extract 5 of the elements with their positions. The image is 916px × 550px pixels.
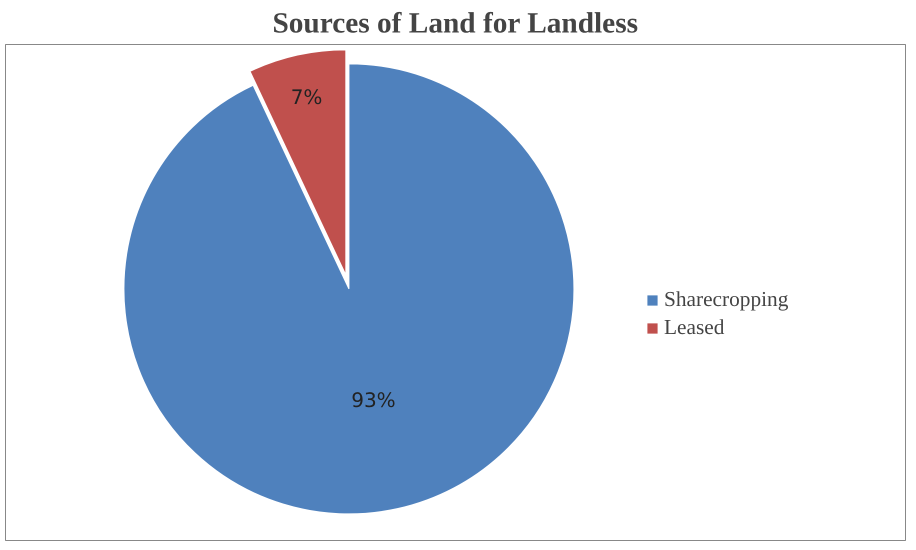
data-label: 93%	[351, 388, 396, 412]
legend-label: Sharecropping	[664, 287, 788, 312]
data-label: 7%	[290, 85, 322, 110]
chart-title: Sources of Land for Landless	[272, 8, 638, 40]
legend-label: Leased	[664, 315, 724, 340]
